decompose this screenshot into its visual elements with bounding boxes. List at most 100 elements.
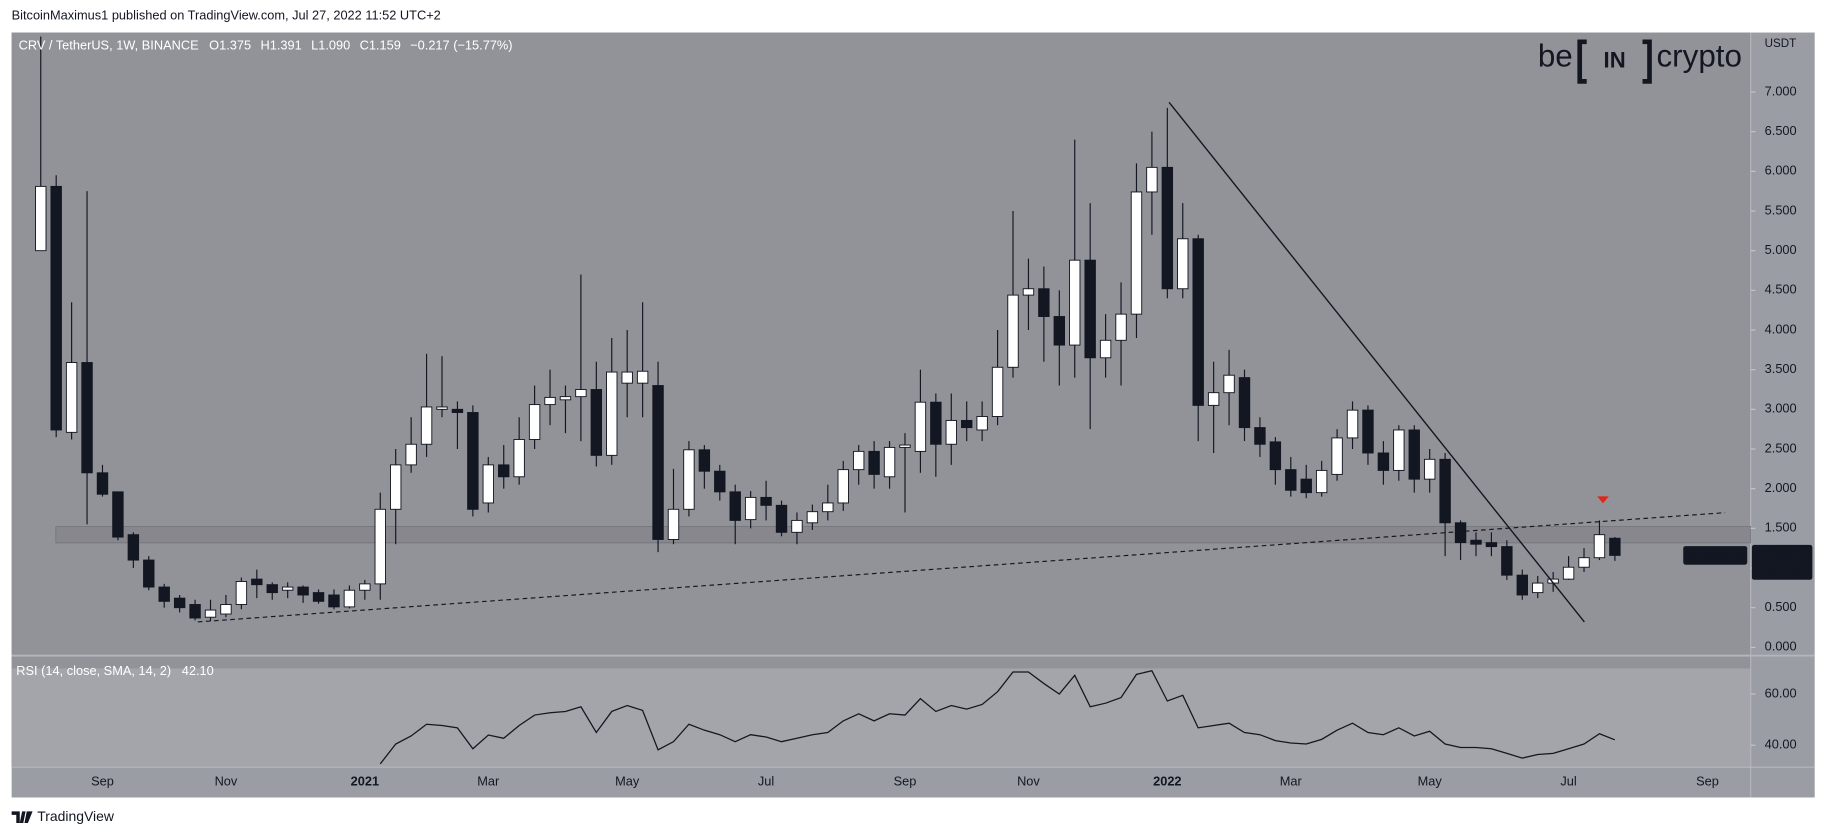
candle-body xyxy=(837,469,849,504)
candle-body xyxy=(559,396,572,401)
candle-body xyxy=(328,594,340,608)
x-tick-label: 2022 xyxy=(1153,774,1181,789)
candle-body xyxy=(420,406,433,445)
ohlc-value: 1.391 xyxy=(270,38,302,53)
candle-body xyxy=(405,443,417,466)
candle-body xyxy=(1177,238,1189,290)
x-tick-label: May xyxy=(1418,774,1443,789)
candle-body xyxy=(991,366,1004,417)
candle-body xyxy=(343,589,356,608)
candle-body xyxy=(1470,539,1482,545)
logo-text: crypto xyxy=(1656,38,1741,73)
candle-body xyxy=(744,496,757,521)
candle-body xyxy=(822,502,834,513)
ohlc-value: 1.090 xyxy=(318,38,350,53)
candle-body xyxy=(1161,166,1174,290)
rsi-value: 42.10 xyxy=(182,663,214,678)
symbol-legend: CRV / TetherUS, 1W, BINANCE O1.375 H1.39… xyxy=(19,38,513,53)
y-tick-label: 3.500 xyxy=(1765,361,1797,376)
rsi-legend: RSI (14, close, SMA, 14, 2) 42.10 xyxy=(16,663,213,678)
candle-body xyxy=(96,472,109,495)
candle-body xyxy=(467,412,479,510)
candle-body xyxy=(390,464,402,510)
candle-body xyxy=(1007,294,1019,368)
candle-body xyxy=(945,419,957,445)
candle-body xyxy=(220,604,232,615)
candle-body xyxy=(899,444,911,448)
x-tick-label: Sep xyxy=(894,774,917,789)
x-tick-label: Mar xyxy=(1280,774,1303,789)
candle-body xyxy=(1207,392,1220,406)
candle-body xyxy=(760,496,772,506)
x-tick-label: Mar xyxy=(477,774,500,789)
candle-body xyxy=(482,464,494,504)
candle-body xyxy=(1084,259,1096,359)
candle-body xyxy=(189,604,201,619)
candle-body xyxy=(1146,166,1158,193)
candle-body xyxy=(652,385,664,540)
y-tick-label: 40.00 xyxy=(1765,737,1797,752)
footer-logo: TradingView xyxy=(11,808,115,824)
candle-body xyxy=(1485,542,1498,548)
logo-text: be xyxy=(1538,38,1573,73)
candle-body xyxy=(1532,582,1544,594)
candle-body xyxy=(359,583,371,591)
rsi-line xyxy=(379,670,1616,765)
candle-body xyxy=(1022,288,1035,296)
candle-body xyxy=(1269,441,1282,471)
x-tick-label: Jul xyxy=(758,774,774,789)
y-tick-label: 0.500 xyxy=(1765,599,1797,614)
candle-body xyxy=(852,450,865,471)
candle-body xyxy=(1223,374,1235,394)
candle-body xyxy=(513,439,525,478)
candle-body xyxy=(1038,288,1050,317)
candle-body xyxy=(297,586,309,596)
candle-body xyxy=(775,504,788,533)
candle-body xyxy=(1439,458,1451,524)
candle-body xyxy=(251,578,263,586)
candle-body xyxy=(1593,534,1606,559)
price-tag-bg xyxy=(1683,546,1748,565)
candle-body xyxy=(281,586,294,591)
candle-body xyxy=(729,491,741,521)
x-tick-label: Nov xyxy=(1017,774,1040,789)
ascending-support-line xyxy=(197,512,1726,623)
x-tick-label: Nov xyxy=(215,774,238,789)
candle-body xyxy=(621,371,633,384)
y-tick-label: 6.500 xyxy=(1765,123,1797,138)
candle-body xyxy=(1423,458,1436,480)
candle-body xyxy=(35,185,47,252)
candle-body xyxy=(1254,427,1266,445)
y-tick-label: 5.000 xyxy=(1765,242,1797,257)
ohlc-key: O xyxy=(209,38,219,53)
candle-body xyxy=(961,419,973,429)
change: −0.217 (−15.77%) xyxy=(410,38,512,53)
rejection-marker xyxy=(1597,496,1609,504)
candle-body xyxy=(1300,478,1312,494)
symbol: CRV / TetherUS, 1W, BINANCE xyxy=(19,38,199,53)
ohlc-value: 1.159 xyxy=(369,38,401,53)
candle-body xyxy=(590,389,603,456)
candle-body xyxy=(1578,557,1590,568)
candle-body xyxy=(436,406,448,410)
candle-body xyxy=(50,185,62,431)
candle-body xyxy=(1331,437,1343,475)
candle-body xyxy=(930,401,942,445)
x-tick-label: Sep xyxy=(91,774,114,789)
y-tick-label: 6.000 xyxy=(1765,163,1797,178)
axis-price: 1.159 xyxy=(1765,547,1797,562)
x-tick-label: May xyxy=(615,774,640,789)
candle-body xyxy=(1285,469,1297,491)
candle-body xyxy=(1069,259,1081,346)
axis-unit: USDT xyxy=(1765,37,1797,50)
tv-icon xyxy=(11,811,33,824)
candle-body xyxy=(65,362,78,433)
logo-bracket xyxy=(1577,39,1652,84)
logo: be IN crypto xyxy=(1538,38,1742,84)
x-tick-label: 2021 xyxy=(351,774,379,789)
candle-body xyxy=(1115,313,1127,341)
candle-body xyxy=(667,508,680,540)
candle-body xyxy=(544,396,556,406)
price-tag-symbol: CRVUSDT xyxy=(1684,547,1746,562)
